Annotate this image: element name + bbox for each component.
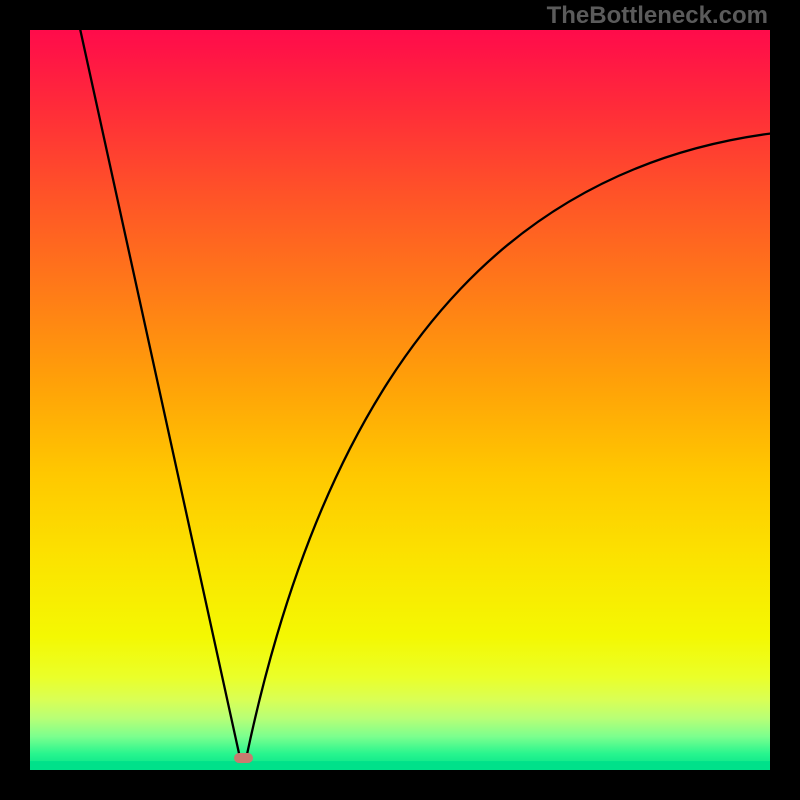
minimum-marker: [234, 753, 253, 763]
curve-line: [30, 30, 770, 770]
plot-area: [30, 30, 770, 770]
watermark-text: TheBottleneck.com: [547, 2, 768, 30]
